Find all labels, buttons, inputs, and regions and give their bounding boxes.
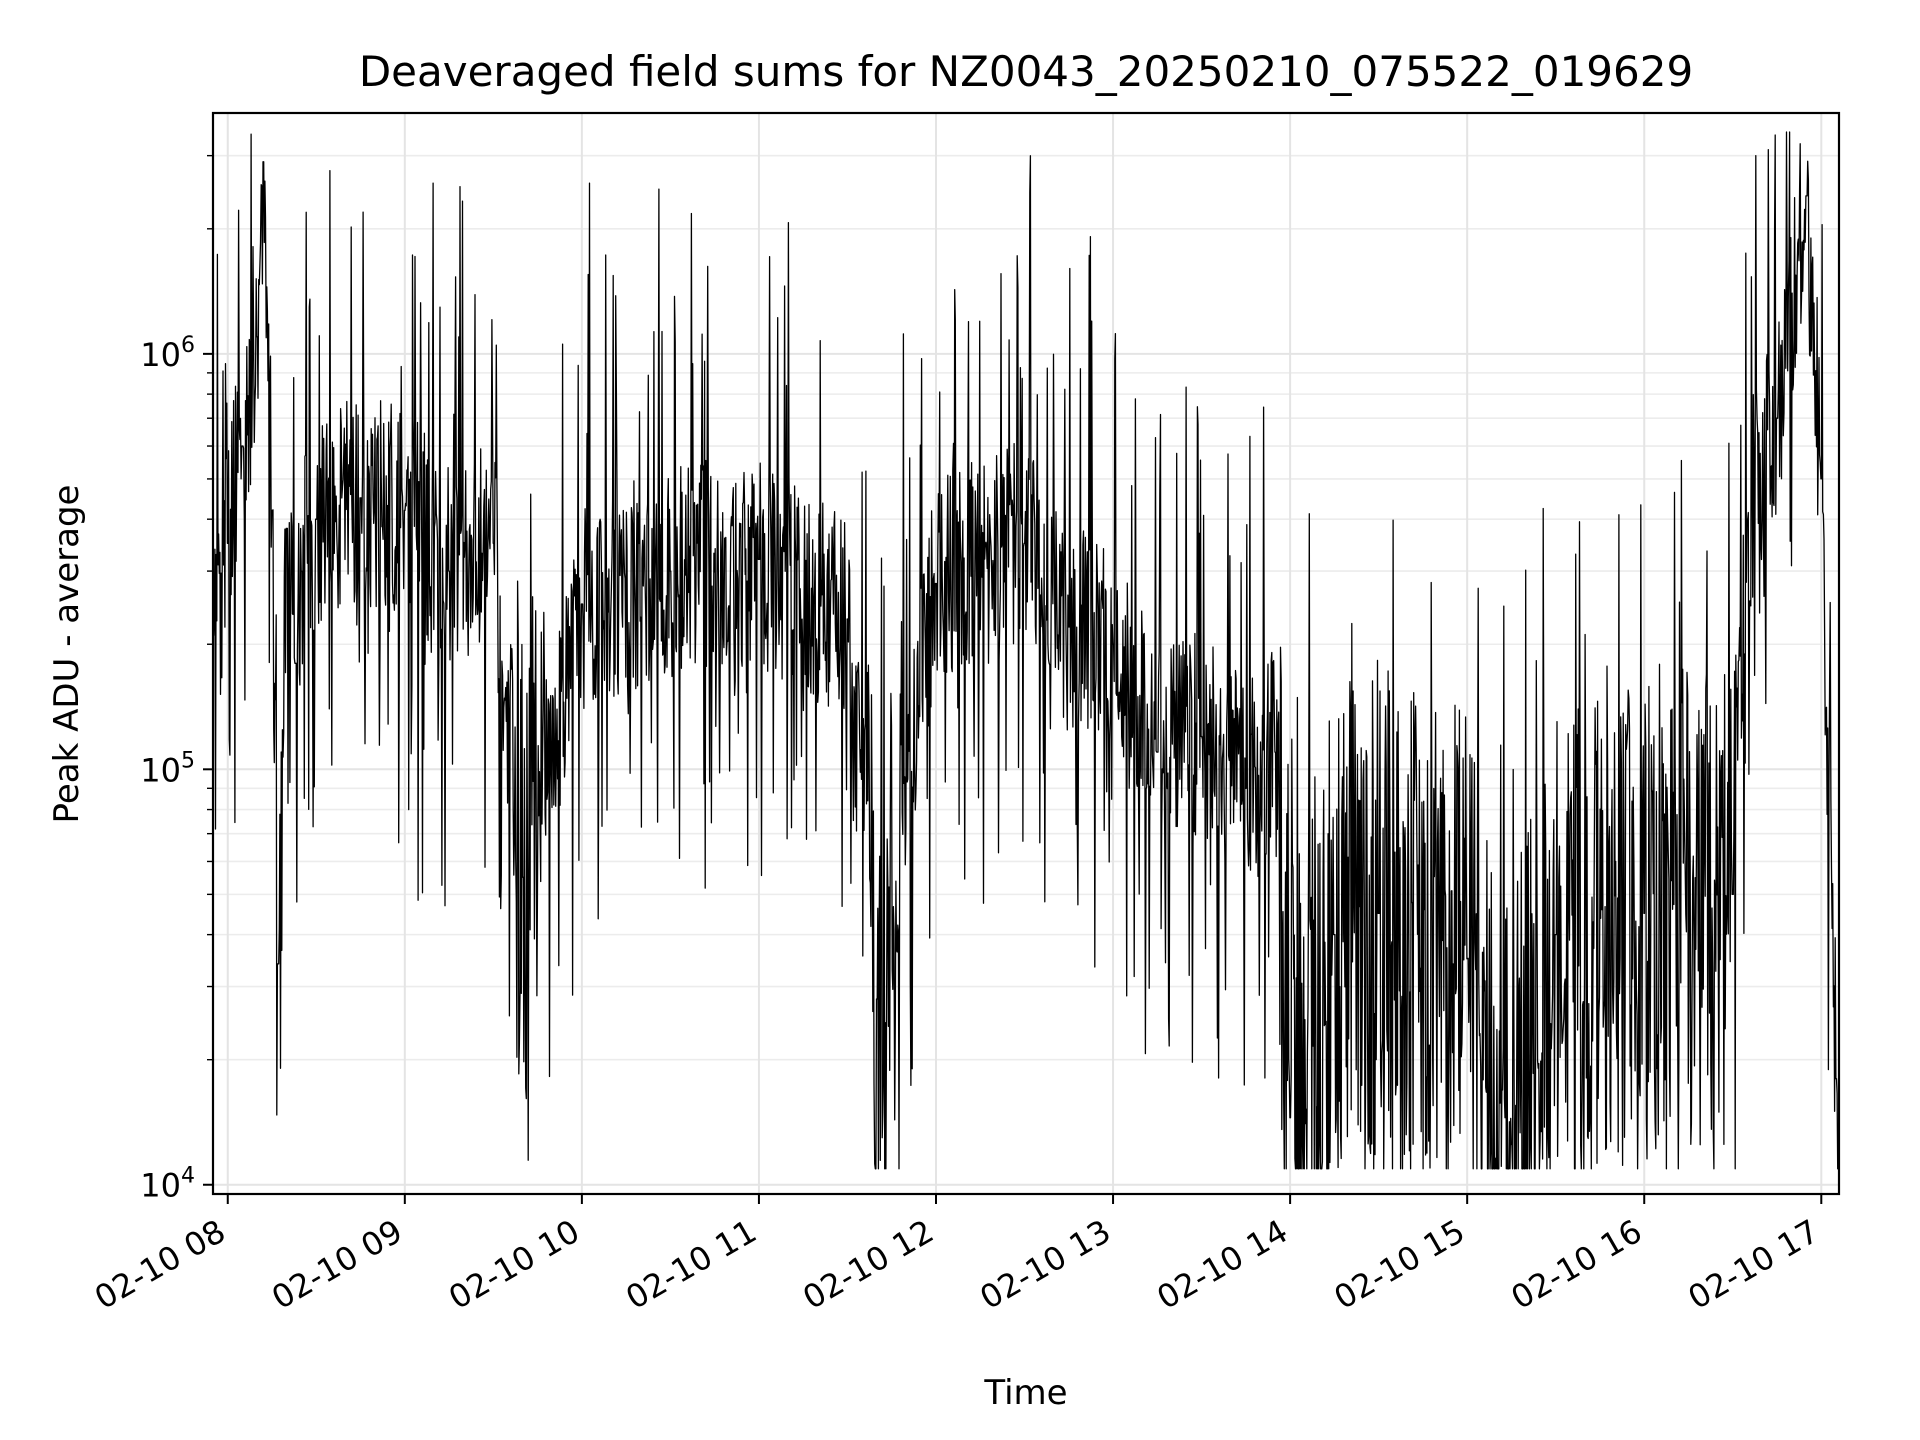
y-tick-exponent: 6 xyxy=(181,333,195,358)
grid xyxy=(213,113,1839,1194)
y-tick-exponent: 5 xyxy=(181,748,195,773)
y-tick-label: 105 xyxy=(140,748,195,789)
x-axis-title: Time xyxy=(983,1373,1067,1413)
y-tick-base: 10 xyxy=(140,751,181,789)
y-tick-base: 10 xyxy=(140,336,181,374)
data-layer xyxy=(212,131,1840,1170)
y-tick-label: 104 xyxy=(140,1164,195,1205)
plot-frame xyxy=(211,111,1841,1196)
y-tick-label: 106 xyxy=(140,333,195,374)
y-tick-base: 10 xyxy=(140,1167,181,1205)
series-line xyxy=(212,131,1840,1170)
y-axis-title: Peak ADU - average xyxy=(47,485,87,824)
y-tick-exponent: 4 xyxy=(181,1164,195,1189)
chart-title: Deaveraged field sums for NZ0043_2025021… xyxy=(359,47,1693,96)
